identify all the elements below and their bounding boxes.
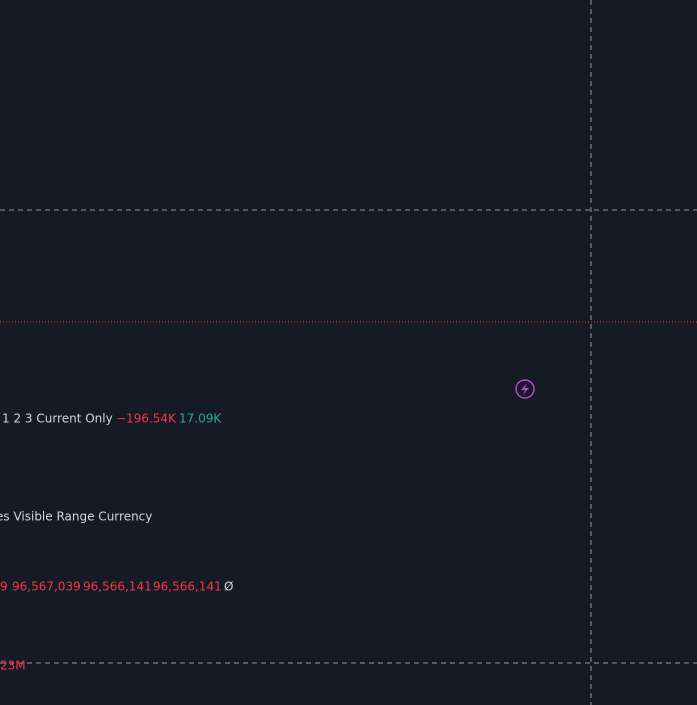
bottom-legend: 23M (0, 659, 26, 673)
range-legend: es Visible Range Currency (0, 510, 152, 524)
volume-legend: 1 2 3 Current Only (2, 412, 113, 426)
volume-down: −196.54K (116, 412, 177, 426)
price-prefix: 9 (0, 580, 8, 594)
volume-up: 17.09K (179, 412, 222, 426)
alert-icon[interactable] (515, 379, 535, 399)
price-suffix: Ø (224, 580, 233, 594)
price-value: 96,566,141 (83, 580, 152, 594)
price-value: 96,566,141 (153, 580, 222, 594)
price-value: 96,567,039 (12, 580, 81, 594)
